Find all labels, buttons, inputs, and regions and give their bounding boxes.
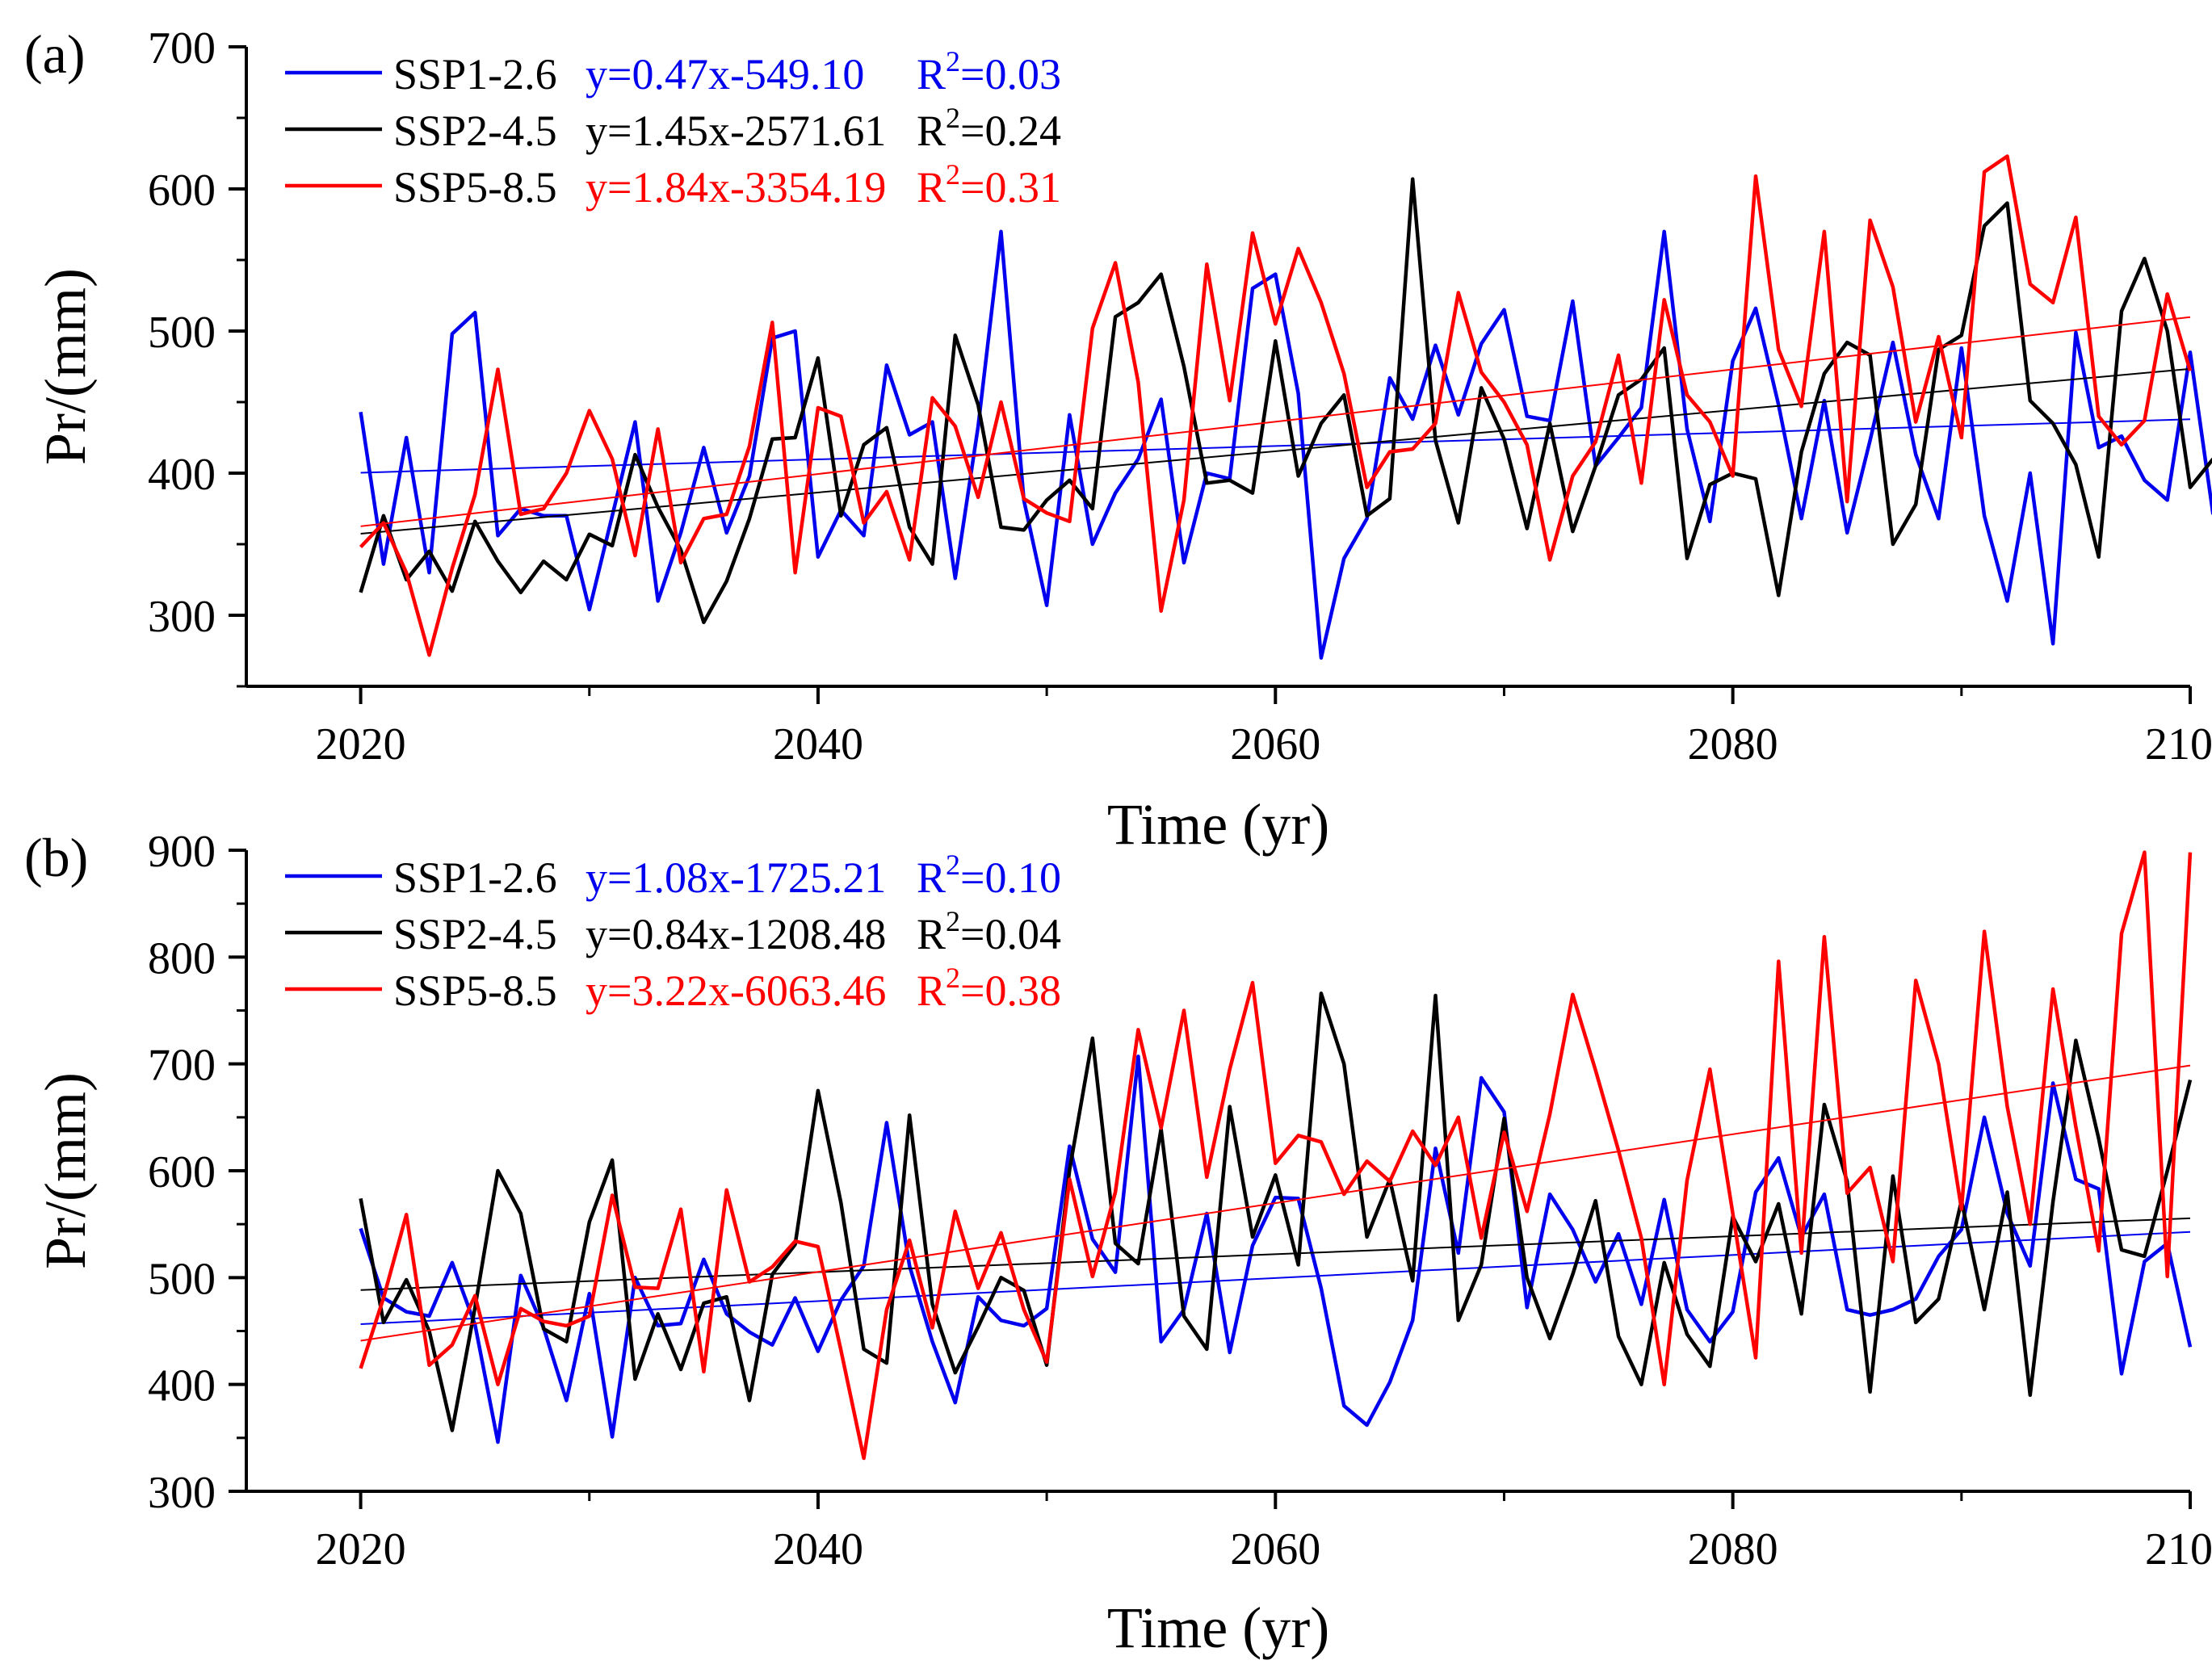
x-tick-label: 2040 — [773, 719, 863, 769]
r-squared-value: =0.38 — [960, 966, 1061, 1015]
y-tick-label: 300 — [148, 1468, 216, 1518]
legend-label: SSP1-2.6 — [393, 853, 557, 902]
x-tick-label: 2060 — [1230, 1524, 1320, 1574]
panel-b: 300 400 500 600 700 800 900 2020 2040 2060 2080 210… — [24, 827, 2212, 1660]
legend-label: SSP2-4.5 — [393, 107, 557, 155]
r-squared-value: =0.10 — [960, 853, 1061, 902]
legend-r-squared: R2=0.04 — [917, 905, 1061, 958]
x-tick-label: 2080 — [1688, 719, 1778, 769]
y-tick-label: 700 — [148, 1041, 216, 1091]
r-squared-value: =0.24 — [960, 107, 1061, 155]
y-tick-label: 600 — [148, 166, 216, 216]
r-squared-superscript: 2 — [946, 158, 960, 191]
series-line-SSP5-8.5 — [359, 154, 2193, 657]
y-tick-label: 800 — [148, 933, 216, 983]
y-tick-label: 600 — [148, 1147, 216, 1197]
r-squared-superscript: 2 — [946, 102, 960, 134]
y-tick-label: 900 — [148, 827, 216, 877]
panel-label: (b) — [24, 827, 88, 888]
trend-line-SSP2-4.5 — [360, 367, 2191, 535]
r-squared-superscript: 2 — [946, 905, 960, 937]
legend-r-squared: R2=0.38 — [917, 962, 1061, 1015]
trend-line-SSP5-8.5 — [360, 1064, 2191, 1342]
legend-label: SSP1-2.6 — [393, 50, 557, 99]
x-tick-label: 2020 — [316, 1524, 406, 1574]
legend-label: SSP5-8.5 — [393, 163, 557, 212]
legend-r-squared: R2=0.31 — [917, 158, 1061, 212]
r-squared-value: =0.04 — [960, 910, 1061, 958]
legend-equation: y=0.47x-549.10 — [586, 50, 864, 99]
r-squared-value: =0.31 — [960, 163, 1061, 212]
panel-label: (a) — [24, 23, 85, 85]
x-tick-label: 2080 — [1688, 1524, 1778, 1574]
legend-label: SSP5-8.5 — [393, 966, 557, 1015]
legend-r-squared: R2=0.10 — [917, 849, 1061, 902]
legend-equation: y=1.08x-1725.21 — [586, 853, 886, 902]
x-tick-label: 2060 — [1230, 719, 1320, 769]
r-squared-superscript: 2 — [946, 849, 960, 881]
legend-equation: y=1.45x-2571.61 — [586, 107, 886, 155]
y-tick-label: 500 — [148, 308, 216, 358]
x-tick-label: 2100 — [2145, 1524, 2212, 1574]
x-tick-label: 2020 — [316, 719, 406, 769]
panel-a: 300 400 500 600 700 2020 2040 2060 2080 2100 Time … — [24, 23, 2212, 857]
r-squared-superscript: 2 — [946, 45, 960, 78]
legend-r-squared: R2=0.24 — [917, 102, 1061, 155]
y-tick-label: 500 — [148, 1254, 216, 1304]
x-axis-title: Time (yr) — [1107, 792, 1329, 857]
series-line-SSP2-4.5 — [359, 992, 2193, 1432]
series-line-SSP2-4.5 — [359, 177, 2212, 625]
y-axis-title: Pr/(mm) — [33, 268, 98, 465]
trend-line-SSP2-4.5 — [360, 1217, 2191, 1291]
x-tick-label: 2040 — [773, 1524, 863, 1574]
y-tick-label: 400 — [148, 450, 216, 500]
r-squared-superscript: 2 — [946, 962, 960, 994]
y-axis-title: Pr/(mm) — [33, 1072, 98, 1269]
legend-equation: y=1.84x-3354.19 — [586, 163, 886, 212]
legend-r-squared: R2=0.03 — [917, 45, 1061, 99]
series-line-SSP1-2.6 — [359, 1054, 2193, 1444]
y-tick-label: 700 — [148, 23, 216, 73]
x-axis-title: Time (yr) — [1107, 1595, 1329, 1660]
series-line-SSP5-8.5 — [359, 850, 2193, 1461]
y-tick-label: 300 — [148, 592, 216, 642]
r-squared-value: =0.03 — [960, 50, 1061, 99]
y-tick-label: 400 — [148, 1361, 216, 1411]
legend-label: SSP2-4.5 — [393, 910, 557, 958]
legend-equation: y=0.84x-1208.48 — [586, 910, 886, 958]
trend-line-SSP5-8.5 — [360, 316, 2191, 527]
series-line-SSP1-2.6 — [359, 229, 2212, 660]
legend-equation: y=3.22x-6063.46 — [586, 966, 886, 1015]
x-tick-label: 2100 — [2145, 719, 2212, 769]
